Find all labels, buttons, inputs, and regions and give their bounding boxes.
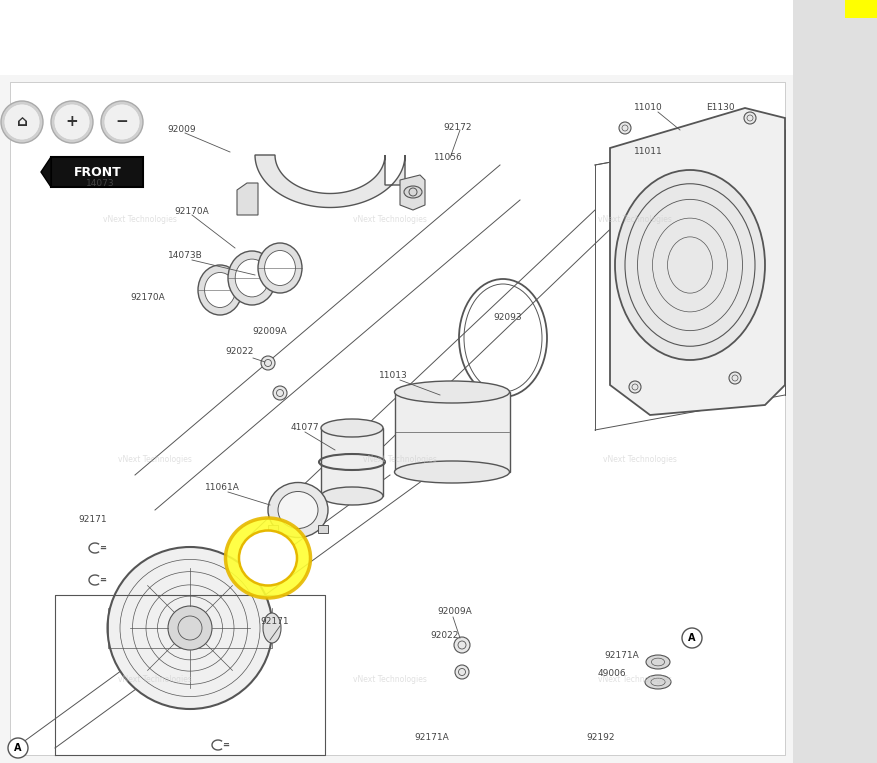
Text: −: − (116, 114, 128, 130)
Text: vNext Technologies: vNext Technologies (118, 456, 192, 465)
Circle shape (454, 665, 468, 679)
Ellipse shape (258, 243, 302, 293)
Circle shape (4, 104, 40, 140)
Ellipse shape (107, 547, 272, 709)
Text: 92009A: 92009A (437, 607, 472, 617)
Text: 92022: 92022 (225, 347, 254, 356)
Text: vNext Technologies: vNext Technologies (363, 456, 437, 465)
Text: 14073: 14073 (86, 179, 114, 188)
Text: vNext Technologies: vNext Technologies (353, 215, 426, 224)
Text: 92192: 92192 (586, 733, 615, 742)
Text: 11056: 11056 (433, 153, 462, 163)
Ellipse shape (321, 419, 382, 437)
Bar (317, 525, 328, 533)
Bar (321, 428, 382, 496)
Bar (792, 0, 877, 763)
Text: vNext Technologies: vNext Technologies (597, 675, 671, 684)
Circle shape (54, 104, 90, 140)
Text: A: A (688, 633, 695, 643)
Ellipse shape (394, 461, 509, 483)
Text: 92171A: 92171A (414, 732, 449, 742)
Ellipse shape (645, 655, 669, 669)
Ellipse shape (394, 381, 509, 403)
Text: 92171: 92171 (260, 617, 289, 626)
Polygon shape (41, 157, 51, 187)
Ellipse shape (321, 487, 382, 505)
Circle shape (728, 372, 740, 384)
Text: A: A (14, 743, 22, 753)
Bar (395, 392, 510, 472)
Text: 11013: 11013 (378, 372, 407, 381)
Text: 11011: 11011 (633, 147, 661, 156)
Polygon shape (400, 175, 424, 210)
Circle shape (628, 381, 640, 393)
Text: 11061A: 11061A (204, 484, 239, 492)
Ellipse shape (225, 518, 310, 598)
Bar (10, 82, 784, 755)
Text: +: + (66, 114, 78, 130)
Polygon shape (237, 183, 258, 215)
Circle shape (103, 104, 139, 140)
Text: 92009: 92009 (168, 125, 196, 134)
Circle shape (51, 101, 93, 143)
Polygon shape (610, 108, 784, 415)
Ellipse shape (267, 482, 328, 537)
Ellipse shape (614, 170, 764, 360)
Text: 92171A: 92171A (604, 652, 638, 661)
Polygon shape (51, 157, 143, 187)
Text: 11010: 11010 (633, 104, 661, 112)
Ellipse shape (198, 265, 242, 315)
Ellipse shape (278, 491, 317, 529)
Text: 92170A: 92170A (175, 208, 209, 217)
Circle shape (168, 606, 211, 650)
Circle shape (743, 112, 755, 124)
Circle shape (618, 122, 631, 134)
Circle shape (260, 356, 275, 370)
Circle shape (101, 101, 143, 143)
Text: FRONT: FRONT (74, 166, 122, 179)
Bar (267, 525, 278, 533)
Text: E1130: E1130 (705, 104, 733, 112)
Ellipse shape (204, 272, 235, 307)
Text: 92171: 92171 (79, 516, 107, 524)
Text: vNext Technologies: vNext Technologies (118, 675, 192, 684)
Text: 14073B: 14073B (168, 250, 202, 259)
Text: 92170A: 92170A (131, 292, 165, 301)
Circle shape (273, 386, 287, 400)
Text: ⌂: ⌂ (17, 114, 27, 130)
Text: 92009A: 92009A (253, 327, 287, 336)
Text: vNext Technologies: vNext Technologies (597, 215, 671, 224)
Circle shape (8, 738, 28, 758)
Circle shape (453, 637, 469, 653)
Ellipse shape (263, 613, 281, 643)
Ellipse shape (239, 530, 296, 585)
Ellipse shape (264, 250, 295, 285)
Text: 41077: 41077 (290, 423, 319, 433)
Text: vNext Technologies: vNext Technologies (602, 456, 676, 465)
Ellipse shape (228, 251, 275, 305)
Text: vNext Technologies: vNext Technologies (103, 215, 177, 224)
Circle shape (1, 101, 43, 143)
Text: 49006: 49006 (597, 669, 625, 678)
Ellipse shape (403, 186, 422, 198)
Text: 92172: 92172 (443, 123, 472, 131)
Circle shape (681, 628, 702, 648)
Text: 92022: 92022 (431, 630, 459, 639)
Ellipse shape (645, 675, 670, 689)
Polygon shape (254, 155, 404, 208)
Bar (844, 0, 877, 18)
Text: 92093: 92093 (493, 314, 522, 323)
Ellipse shape (235, 259, 268, 297)
Text: vNext Technologies: vNext Technologies (353, 675, 426, 684)
